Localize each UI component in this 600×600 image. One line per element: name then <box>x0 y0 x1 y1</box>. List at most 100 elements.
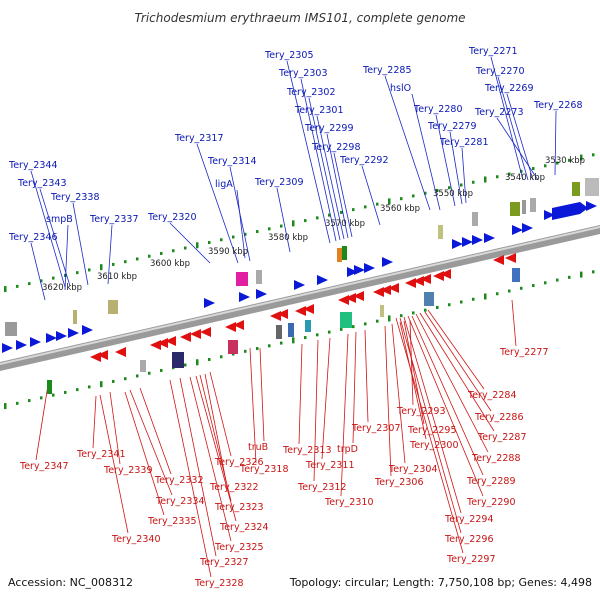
reverse-gene-arrow <box>345 293 356 303</box>
tick-mark <box>508 289 511 293</box>
red-leader-line <box>189 376 232 542</box>
gene-block <box>5 322 17 336</box>
forward-gene-arrow <box>46 333 57 343</box>
gene-labels: Tery_2271 Tery_2270 Tery_2269 Tery_2273 Tery… <box>8 46 583 589</box>
tick-mark <box>16 401 19 405</box>
blue-leader-line <box>308 97 341 241</box>
gene-label-forward: Tery_2285 <box>362 65 412 76</box>
forward-gene-arrow <box>2 343 13 353</box>
red-leader-line <box>395 317 464 554</box>
reverse-gene-arrow <box>225 322 236 332</box>
gene-block <box>380 305 384 317</box>
forward-gene-arrow <box>382 257 393 267</box>
tick-mark <box>28 399 31 403</box>
red-leader-line <box>409 319 414 406</box>
gene-label-forward: Tery_2343 <box>17 178 67 189</box>
reverse-gene-arrow <box>200 327 211 337</box>
red-leader-line <box>352 331 357 444</box>
reverse-gene-arrow <box>115 347 126 357</box>
red-leader-line <box>399 321 427 440</box>
blue-leader-line <box>554 110 557 176</box>
forward-gene-arrow <box>552 202 588 220</box>
tick-mark <box>544 281 547 285</box>
red-leader-line <box>259 347 265 442</box>
gene-label-reverse: Tery_2307 <box>351 423 401 434</box>
blue-leader-line <box>461 147 467 204</box>
red-leader-line <box>92 395 97 449</box>
reverse-gene-arrow <box>405 278 416 288</box>
gene-label-reverse: Tery_2293 <box>396 406 446 417</box>
tick-mark <box>592 153 595 157</box>
tick-mark <box>256 230 259 234</box>
tick-mark <box>424 191 427 195</box>
blue-leader-line <box>30 242 46 301</box>
tick-mark <box>40 279 43 283</box>
red-leader-line <box>427 309 485 390</box>
red-leader-line <box>403 316 462 514</box>
gene-label-reverse: Tery_2289 <box>466 476 516 487</box>
reverse-gene-arrow <box>380 285 391 295</box>
red-leader-line <box>35 384 49 461</box>
kbp-label: 3580 kbp <box>268 233 308 243</box>
tick-mark <box>232 352 235 356</box>
tick-mark <box>100 264 103 271</box>
tick-mark <box>52 393 55 397</box>
backbone-highlight <box>0 226 600 365</box>
kbp-label: 3570 kbp <box>325 219 365 229</box>
tick-mark <box>520 169 523 173</box>
gene-label-reverse: Tery_2304 <box>388 464 438 475</box>
gene-label-forward: Tery_2270 <box>475 66 525 77</box>
tick-mark <box>472 297 475 301</box>
gene-label-forward: Tery_2346 <box>8 232 58 243</box>
reverse-gene-arrow <box>303 304 314 314</box>
label-leader-lines <box>30 56 557 578</box>
tick-mark <box>64 273 67 277</box>
tick-mark <box>76 388 79 392</box>
reverse-gene-arrow <box>157 338 168 348</box>
gene-label-forward: Tery_2271 <box>468 46 518 57</box>
gene-label-reverse: Tery_2294 <box>444 514 494 525</box>
tick-mark <box>532 167 535 171</box>
gene-label-forward: Tery_2281 <box>439 137 489 148</box>
tick-mark <box>460 183 463 187</box>
gene-block <box>305 320 311 332</box>
tick-mark <box>388 198 391 205</box>
kbp-label: 3600 kbp <box>150 259 190 269</box>
tick-mark <box>40 396 43 400</box>
forward-gene-arrow <box>586 201 597 211</box>
tick-mark <box>496 175 499 179</box>
red-leader-line <box>249 347 257 464</box>
tick-mark <box>16 284 19 288</box>
blue-leader-line <box>196 143 239 264</box>
gene-label-reverse: Tery_2332 <box>154 475 204 486</box>
tick-mark <box>364 322 367 326</box>
tick-mark <box>328 330 331 334</box>
tick-mark <box>436 188 439 192</box>
gene-label-reverse: Tery_2324 <box>219 522 269 533</box>
blue-leader-line <box>30 170 66 288</box>
gene-block <box>530 198 536 212</box>
red-leader-line <box>313 339 319 482</box>
tick-mark <box>568 158 571 162</box>
tick-mark <box>4 403 7 410</box>
tick-mark <box>256 347 259 351</box>
gene-block <box>585 178 599 196</box>
tick-mark <box>544 164 547 168</box>
reverse-gene-arrow <box>493 255 504 265</box>
gene-label-reverse: Tery_2318 <box>239 464 289 475</box>
tick-mark <box>100 381 103 388</box>
gene-label-forward: Tery_2299 <box>304 123 354 134</box>
blue-leader-line <box>276 187 291 253</box>
blue-leader-line <box>107 224 113 285</box>
blue-leader-line <box>411 93 441 211</box>
tick-mark <box>352 208 355 212</box>
tick-mark <box>304 336 307 340</box>
red-leader-line <box>204 373 227 482</box>
tick-mark <box>400 197 403 201</box>
gene-block <box>424 292 434 306</box>
gene-label-reverse: Tery_2335 <box>147 516 197 527</box>
tick-mark <box>268 227 271 231</box>
reverse-gene-arrow <box>165 336 176 346</box>
tick-mark <box>280 224 283 228</box>
gene-label-forward: Tery_2317 <box>174 133 224 144</box>
